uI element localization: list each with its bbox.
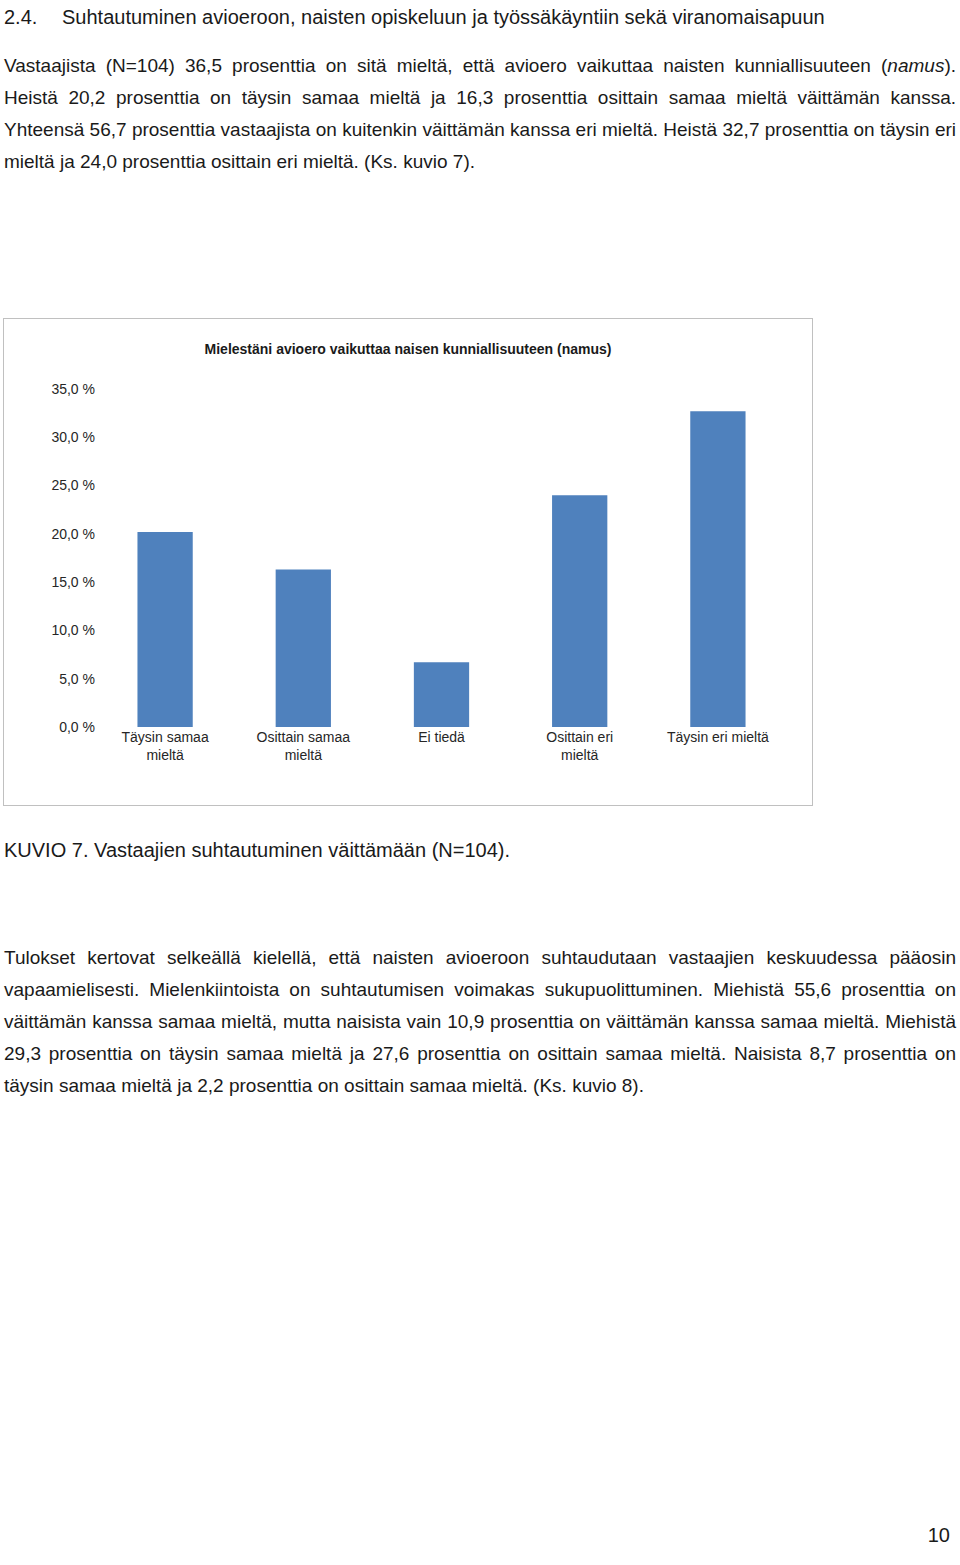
- svg-text:Osittain samaamieltä: Osittain samaamieltä: [257, 729, 351, 763]
- svg-text:30,0 %: 30,0 %: [51, 429, 95, 445]
- svg-text:25,0 %: 25,0 %: [51, 477, 95, 493]
- html-text:Vastaajista (N=104) 36,5 prose: Vastaajista (N=104) 36,5 prosenttia on s…: [4, 55, 956, 172]
- html-text:Tulokset kertovat selkeällä ki: Tulokset kertovat selkeällä kielellä, et…: [4, 947, 956, 1096]
- svg-text:15,0 %: 15,0 %: [51, 574, 95, 590]
- svg-text:Täysin eri mieltä: Täysin eri mieltä: [667, 729, 769, 745]
- svg-text:Ei tiedä: Ei tiedä: [418, 729, 465, 745]
- html-text:10: 10: [927, 1524, 950, 1546]
- html-text:KUVIO 7. Vastaajien suhtautumi: KUVIO 7. Vastaajien suhtautuminen väittä…: [4, 839, 510, 861]
- svg-text:0,0 %: 0,0 %: [59, 719, 95, 735]
- svg-text:35,0 %: 35,0 %: [51, 381, 95, 397]
- svg-text:20,0 %: 20,0 %: [51, 526, 95, 542]
- svg-text:5,0 %: 5,0 %: [59, 671, 95, 687]
- svg-text:Täysin samaamieltä: Täysin samaamieltä: [122, 729, 209, 763]
- svg-text:Mielestäni avioero vaikuttaa n: Mielestäni avioero vaikuttaa naisen kunn…: [205, 341, 612, 357]
- svg-text:10,0 %: 10,0 %: [51, 622, 95, 638]
- svg-text:Osittain erimieltä: Osittain erimieltä: [546, 729, 613, 763]
- html-text:2.4.: 2.4.: [4, 6, 38, 28]
- html-text:Suhtautuminen avioeroon, naist: Suhtautuminen avioeroon, naisten opiskel…: [62, 6, 825, 28]
